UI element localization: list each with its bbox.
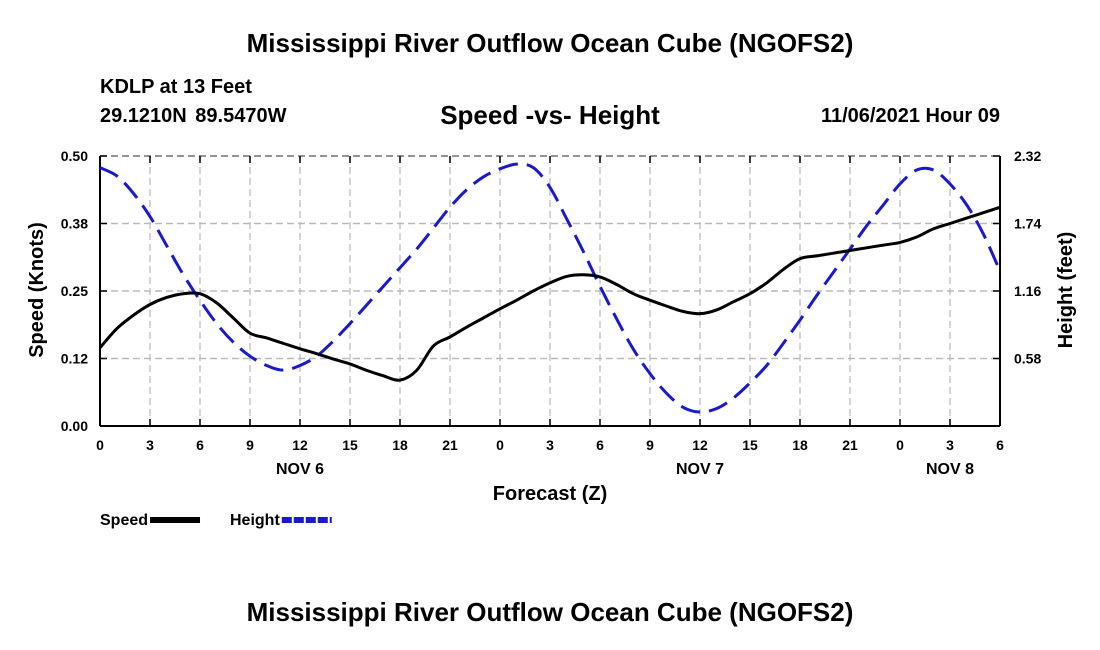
x-tick-label: 0 [496, 437, 504, 453]
y-axis-label: Speed (Knots) [26, 222, 48, 358]
day-label: NOV 6 [276, 461, 324, 478]
day-label: NOV 7 [676, 461, 724, 478]
forecast-datestamp: 11/06/2021 Hour 09 [820, 105, 1000, 127]
x-tick-label: 18 [792, 437, 808, 453]
y2-axis-label: Height (feet) [1055, 232, 1077, 349]
x-tick-label: 9 [646, 437, 654, 453]
x-tick-label: 3 [946, 437, 954, 453]
x-tick-label: 0 [96, 437, 104, 453]
y2-tick-label: 2.32 [1014, 148, 1041, 164]
page-title: Mississippi River Outflow Ocean Cube (NG… [246, 28, 854, 58]
x-tick-label: 21 [842, 437, 858, 453]
station-coordinates: 29.1210N 89.5470W [100, 105, 287, 127]
y2-tick-label: 1.16 [1014, 283, 1041, 299]
chart-series [98, 162, 1002, 414]
chart-grid [100, 155, 1000, 426]
x-tick-label: 12 [292, 437, 308, 453]
chart-legend: Speed Height [100, 512, 332, 529]
x-tick-label: 21 [442, 437, 458, 453]
y-tick-label: 0.38 [61, 216, 88, 232]
series-line-speed [98, 205, 1001, 382]
y-tick-label: 0.50 [61, 148, 88, 164]
legend-label-height: Height [230, 512, 280, 529]
chart-subtitle: Speed -vs- Height [440, 100, 660, 130]
x-tick-label: 3 [546, 437, 554, 453]
x-tick-label: 0 [896, 437, 904, 453]
x-axis-label: Forecast (Z) [493, 483, 607, 505]
x-tick-label: 6 [996, 437, 1004, 453]
x-tick-label: 15 [742, 437, 758, 453]
x-tick-label: 12 [692, 437, 708, 453]
footer-title: Mississippi River Outflow Ocean Cube (NG… [246, 597, 854, 627]
y2-tick-label: 1.74 [1014, 216, 1041, 232]
day-label: NOV 8 [926, 461, 974, 478]
x-tick-label: 6 [196, 437, 204, 453]
y-tick-label: 0.25 [61, 283, 88, 299]
chart-axes: 0 3 6 9 12 15 18 21 0 3 6 9 12 15 18 21 0 3 6 NOV 6 NOV 7 NOV… [61, 148, 1042, 478]
legend-label-speed: Speed [100, 512, 148, 529]
y2-tick-label: 0.58 [1014, 351, 1041, 367]
station-label: KDLP at 13 Feet [100, 76, 252, 98]
x-tick-label: 15 [342, 437, 358, 453]
y-tick-label: 0.12 [61, 351, 88, 367]
x-tick-label: 9 [246, 437, 254, 453]
x-tick-label: 18 [392, 437, 408, 453]
x-tick-label: 3 [146, 437, 154, 453]
x-tick-label: 6 [596, 437, 604, 453]
y-tick-label: 0.00 [61, 418, 88, 434]
